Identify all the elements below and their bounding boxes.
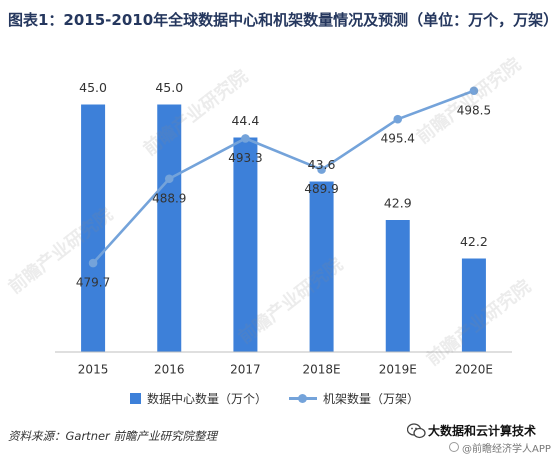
line-point-2019E	[393, 114, 403, 124]
source-note: 资料来源：Gartner 前瞻产业研究院整理	[8, 429, 217, 443]
line-value-label: 493.3	[228, 151, 262, 165]
line-value-label: 488.9	[152, 191, 186, 205]
legend-item-racks: 机架数量（万架）	[289, 390, 419, 407]
line-point-2016	[164, 174, 174, 184]
line-point-2017	[241, 134, 250, 143]
bar-value-label: 44.4	[231, 113, 259, 128]
legend: 数据中心数量（万个） 机架数量（万架）	[130, 389, 441, 407]
bar-value-label: 43.6	[308, 157, 336, 172]
line-value-label: 495.4	[381, 132, 415, 146]
wechat-icon	[407, 423, 426, 439]
app-logo-icon	[449, 442, 459, 452]
legend-label-racks: 机架数量（万架）	[323, 391, 420, 406]
line-value-label: 479.7	[76, 276, 110, 290]
bar-data-centers-2016	[157, 104, 182, 352]
x-tick-label: 2020E	[455, 363, 493, 377]
line-value-label: 498.5	[457, 103, 491, 117]
x-tick-label: 2019E	[379, 363, 417, 377]
bar-value-label: 42.2	[460, 234, 488, 249]
bar-data-centers-2020E	[461, 258, 486, 352]
legend-bar-swatch	[130, 392, 141, 404]
line-point-2020E	[469, 86, 479, 96]
x-tick-label: 2018E	[303, 363, 341, 377]
bar-data-centers-2015	[81, 104, 106, 352]
overlay-app-name: @前瞻经济学人APP	[462, 444, 551, 455]
chart-title: 图表1：2015-2010年全球数据中心和机架数量情况及预测（单位：万个，万架）	[8, 11, 558, 29]
bar-value-label: 42.9	[384, 196, 412, 211]
legend-label-data-centers: 数据中心数量（万个）	[147, 391, 268, 406]
line-value-label: 489.9	[304, 182, 338, 196]
bar-data-centers-2018E	[309, 181, 334, 352]
legend-item-data-centers: 数据中心数量（万个）	[130, 390, 267, 407]
rack-count-line	[92, 89, 475, 264]
bar-data-centers-2017	[233, 137, 258, 352]
line-point-2015	[88, 258, 98, 268]
x-tick-label: 2017	[230, 363, 261, 377]
overlay-account-name: 大数据和云计算技术	[428, 424, 537, 438]
bar-value-label: 45.0	[155, 80, 183, 95]
bar-data-centers-2019E	[385, 220, 410, 352]
bar-value-label: 45.0	[79, 80, 107, 95]
x-tick-label: 2015	[78, 363, 109, 377]
line-point-2018E	[317, 165, 326, 174]
x-tick-label: 2016	[154, 363, 185, 377]
legend-line-swatch	[289, 393, 318, 404]
